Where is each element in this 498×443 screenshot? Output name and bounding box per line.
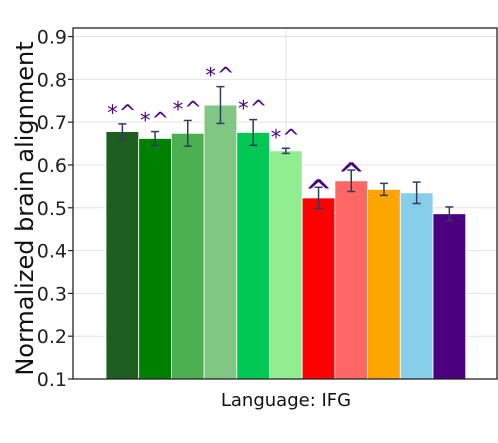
y-tick-label: 0.7: [37, 112, 67, 134]
y-tick-label: 0.2: [37, 326, 67, 348]
significance-annotation: *^: [107, 101, 137, 125]
significance-annotation: *^: [173, 97, 203, 121]
bar: [367, 188, 401, 380]
x-axis-label: Language: IFG: [221, 390, 351, 411]
significance-annotation: ^: [304, 173, 333, 213]
bar: [301, 197, 336, 380]
y-tick-label: 0.8: [37, 69, 67, 91]
y-tick-label: 0.6: [37, 155, 67, 177]
bar: [269, 150, 303, 380]
y-tick-label: 0.1: [37, 369, 67, 391]
y-tick-layer: 0.1 0.2 0.3 0.4 0.5 0.6 0.7 0.8 0.9: [37, 27, 73, 391]
y-tick-label: 0.5: [37, 198, 67, 220]
y-axis-title: Normalized brain alignment: [11, 41, 39, 375]
y-tick-label: 0.9: [37, 27, 67, 49]
bar: [432, 213, 467, 380]
bar: [399, 192, 434, 380]
bar: [203, 104, 238, 380]
significance-annotation: *^: [271, 125, 301, 149]
y-tick-label: 0.3: [37, 283, 67, 305]
significance-annotation: *^: [205, 64, 235, 88]
significance-annotation: ^: [337, 156, 366, 196]
significance-annotation: *^: [238, 97, 268, 121]
bar: [334, 180, 368, 380]
plot-frame: [72, 27, 498, 380]
errorbar-layer: [118, 85, 454, 222]
annotation-layer: *^ *^ *^*^*^*^^ ^: [107, 64, 365, 214]
bar: [236, 132, 270, 380]
bar: [105, 131, 140, 380]
bar: [170, 132, 205, 380]
bar: [138, 138, 172, 380]
y-tick-label: 0.4: [37, 241, 67, 263]
significance-annotation: *^: [140, 109, 170, 133]
